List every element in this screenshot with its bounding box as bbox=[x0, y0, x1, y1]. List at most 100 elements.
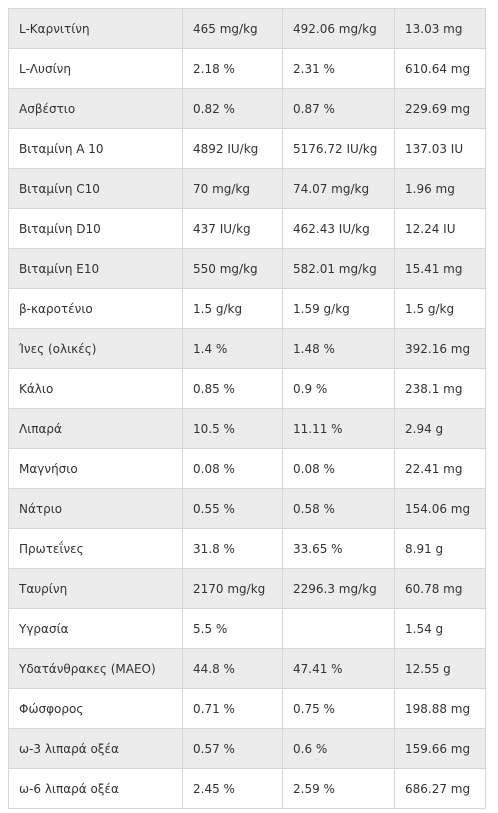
value-dry-matter-cell: 0.9 % bbox=[282, 368, 395, 409]
value-dry-matter-cell: 2296.3 mg/kg bbox=[282, 568, 395, 609]
value-per-portion-cell: 8.91 g bbox=[394, 528, 486, 569]
table-row: L-Λυσίνη 2.18 % 2.31 % 610.64 mg bbox=[8, 48, 486, 89]
value-as-fed-cell: 4892 IU/kg bbox=[182, 128, 283, 169]
value-per-portion-cell: 12.55 g bbox=[394, 648, 486, 689]
nutrient-name-cell: Ασβέστιο bbox=[8, 88, 183, 129]
value-as-fed-cell: 465 mg/kg bbox=[182, 8, 283, 49]
table-row: Ίνες (ολικές) 1.4 % 1.48 % 392.16 mg bbox=[8, 328, 486, 369]
value-as-fed-cell: 44.8 % bbox=[182, 648, 283, 689]
nutrient-table: L-Καρνιτίνη 465 mg/kg 492.06 mg/kg 13.03… bbox=[8, 8, 486, 809]
value-as-fed-cell: 5.5 % bbox=[182, 608, 283, 649]
value-dry-matter-cell: 0.87 % bbox=[282, 88, 395, 129]
value-as-fed-cell: 0.57 % bbox=[182, 728, 283, 769]
value-dry-matter-cell: 74.07 mg/kg bbox=[282, 168, 395, 209]
nutrient-name-cell: Ταυρίνη bbox=[8, 568, 183, 609]
value-per-portion-cell: 2.94 g bbox=[394, 408, 486, 449]
value-dry-matter-cell: 1.59 g/kg bbox=[282, 288, 395, 329]
value-as-fed-cell: 0.71 % bbox=[182, 688, 283, 729]
value-as-fed-cell: 2.45 % bbox=[182, 768, 283, 809]
table-row: Νάτριο 0.55 % 0.58 % 154.06 mg bbox=[8, 488, 486, 529]
table-row: Λιπαρά 10.5 % 11.11 % 2.94 g bbox=[8, 408, 486, 449]
value-dry-matter-cell: 11.11 % bbox=[282, 408, 395, 449]
nutrient-name-cell: β-καροτένιο bbox=[8, 288, 183, 329]
table-row: Βιταμίνη D10 437 IU/kg 462.43 IU/kg 12.2… bbox=[8, 208, 486, 249]
value-as-fed-cell: 31.8 % bbox=[182, 528, 283, 569]
value-dry-matter-cell: 33.65 % bbox=[282, 528, 395, 569]
nutrient-name-cell: Βιταμίνη C10 bbox=[8, 168, 183, 209]
value-per-portion-cell: 1.54 g bbox=[394, 608, 486, 649]
table-row: Βιταμίνη C10 70 mg/kg 74.07 mg/kg 1.96 m… bbox=[8, 168, 486, 209]
value-per-portion-cell: 610.64 mg bbox=[394, 48, 486, 89]
nutrient-name-cell: Φώσφορος bbox=[8, 688, 183, 729]
nutrient-name-cell: Υδατάνθρακες (ΜΑΕΟ) bbox=[8, 648, 183, 689]
value-per-portion-cell: 1.5 g/kg bbox=[394, 288, 486, 329]
value-dry-matter-cell: 2.31 % bbox=[282, 48, 395, 89]
value-per-portion-cell: 229.69 mg bbox=[394, 88, 486, 129]
value-as-fed-cell: 70 mg/kg bbox=[182, 168, 283, 209]
nutrient-name-cell: L-Καρνιτίνη bbox=[8, 8, 183, 49]
value-dry-matter-cell: 5176.72 IU/kg bbox=[282, 128, 395, 169]
nutrient-name-cell: Λιπαρά bbox=[8, 408, 183, 449]
value-dry-matter-cell: 1.48 % bbox=[282, 328, 395, 369]
value-dry-matter-cell: 0.75 % bbox=[282, 688, 395, 729]
value-per-portion-cell: 392.16 mg bbox=[394, 328, 486, 369]
nutrient-name-cell: Βιταμίνη E10 bbox=[8, 248, 183, 289]
value-dry-matter-cell: 0.58 % bbox=[282, 488, 395, 529]
value-per-portion-cell: 198.88 mg bbox=[394, 688, 486, 729]
nutrient-name-cell: ω-6 λιπαρά οξέα bbox=[8, 768, 183, 809]
value-as-fed-cell: 2.18 % bbox=[182, 48, 283, 89]
table-row: Βιταμίνη E10 550 mg/kg 582.01 mg/kg 15.4… bbox=[8, 248, 486, 289]
value-per-portion-cell: 137.03 IU bbox=[394, 128, 486, 169]
table-row: L-Καρνιτίνη 465 mg/kg 492.06 mg/kg 13.03… bbox=[8, 8, 486, 49]
value-dry-matter-cell: 492.06 mg/kg bbox=[282, 8, 395, 49]
value-as-fed-cell: 437 IU/kg bbox=[182, 208, 283, 249]
value-as-fed-cell: 0.55 % bbox=[182, 488, 283, 529]
value-as-fed-cell: 1.5 g/kg bbox=[182, 288, 283, 329]
table-row: Κάλιο 0.85 % 0.9 % 238.1 mg bbox=[8, 368, 486, 409]
value-as-fed-cell: 1.4 % bbox=[182, 328, 283, 369]
table-row: β-καροτένιο 1.5 g/kg 1.59 g/kg 1.5 g/kg bbox=[8, 288, 486, 329]
table-row: Μαγνήσιο 0.08 % 0.08 % 22.41 mg bbox=[8, 448, 486, 489]
table-row: Βιταμίνη A 10 4892 IU/kg 5176.72 IU/kg 1… bbox=[8, 128, 486, 169]
value-per-portion-cell: 15.41 mg bbox=[394, 248, 486, 289]
value-per-portion-cell: 13.03 mg bbox=[394, 8, 486, 49]
value-per-portion-cell: 154.06 mg bbox=[394, 488, 486, 529]
value-per-portion-cell: 159.66 mg bbox=[394, 728, 486, 769]
table-row: Ασβέστιο 0.82 % 0.87 % 229.69 mg bbox=[8, 88, 486, 129]
value-per-portion-cell: 22.41 mg bbox=[394, 448, 486, 489]
value-dry-matter-cell: 0.08 % bbox=[282, 448, 395, 489]
table-row: Υγρασία 5.5 % 1.54 g bbox=[8, 608, 486, 649]
nutrient-name-cell: L-Λυσίνη bbox=[8, 48, 183, 89]
table-row: ω-6 λιπαρά οξέα 2.45 % 2.59 % 686.27 mg bbox=[8, 768, 486, 809]
nutrient-name-cell: Ίνες (ολικές) bbox=[8, 328, 183, 369]
nutrient-name-cell: Νάτριο bbox=[8, 488, 183, 529]
nutrient-name-cell: Υγρασία bbox=[8, 608, 183, 649]
value-as-fed-cell: 2170 mg/kg bbox=[182, 568, 283, 609]
nutrient-name-cell: Βιταμίνη A 10 bbox=[8, 128, 183, 169]
nutrient-name-cell: Κάλιο bbox=[8, 368, 183, 409]
value-dry-matter-cell: 2.59 % bbox=[282, 768, 395, 809]
value-dry-matter-cell: 582.01 mg/kg bbox=[282, 248, 395, 289]
value-per-portion-cell: 238.1 mg bbox=[394, 368, 486, 409]
nutrient-table-body: L-Καρνιτίνη 465 mg/kg 492.06 mg/kg 13.03… bbox=[8, 8, 486, 809]
nutrient-name-cell: Μαγνήσιο bbox=[8, 448, 183, 489]
table-row: Υδατάνθρακες (ΜΑΕΟ) 44.8 % 47.41 % 12.55… bbox=[8, 648, 486, 689]
value-as-fed-cell: 0.82 % bbox=[182, 88, 283, 129]
value-per-portion-cell: 686.27 mg bbox=[394, 768, 486, 809]
value-per-portion-cell: 1.96 mg bbox=[394, 168, 486, 209]
nutrient-table-container: L-Καρνιτίνη 465 mg/kg 492.06 mg/kg 13.03… bbox=[8, 8, 486, 809]
value-as-fed-cell: 10.5 % bbox=[182, 408, 283, 449]
table-row: Φώσφορος 0.71 % 0.75 % 198.88 mg bbox=[8, 688, 486, 729]
nutrient-name-cell: Βιταμίνη D10 bbox=[8, 208, 183, 249]
table-row: Πρωτεΐνες 31.8 % 33.65 % 8.91 g bbox=[8, 528, 486, 569]
value-as-fed-cell: 0.85 % bbox=[182, 368, 283, 409]
value-dry-matter-cell: 47.41 % bbox=[282, 648, 395, 689]
value-as-fed-cell: 550 mg/kg bbox=[182, 248, 283, 289]
value-dry-matter-cell: 462.43 IU/kg bbox=[282, 208, 395, 249]
nutrient-name-cell: ω-3 λιπαρά οξέα bbox=[8, 728, 183, 769]
table-row: ω-3 λιπαρά οξέα 0.57 % 0.6 % 159.66 mg bbox=[8, 728, 486, 769]
table-row: Ταυρίνη 2170 mg/kg 2296.3 mg/kg 60.78 mg bbox=[8, 568, 486, 609]
value-dry-matter-cell: 0.6 % bbox=[282, 728, 395, 769]
value-per-portion-cell: 12.24 IU bbox=[394, 208, 486, 249]
value-per-portion-cell: 60.78 mg bbox=[394, 568, 486, 609]
